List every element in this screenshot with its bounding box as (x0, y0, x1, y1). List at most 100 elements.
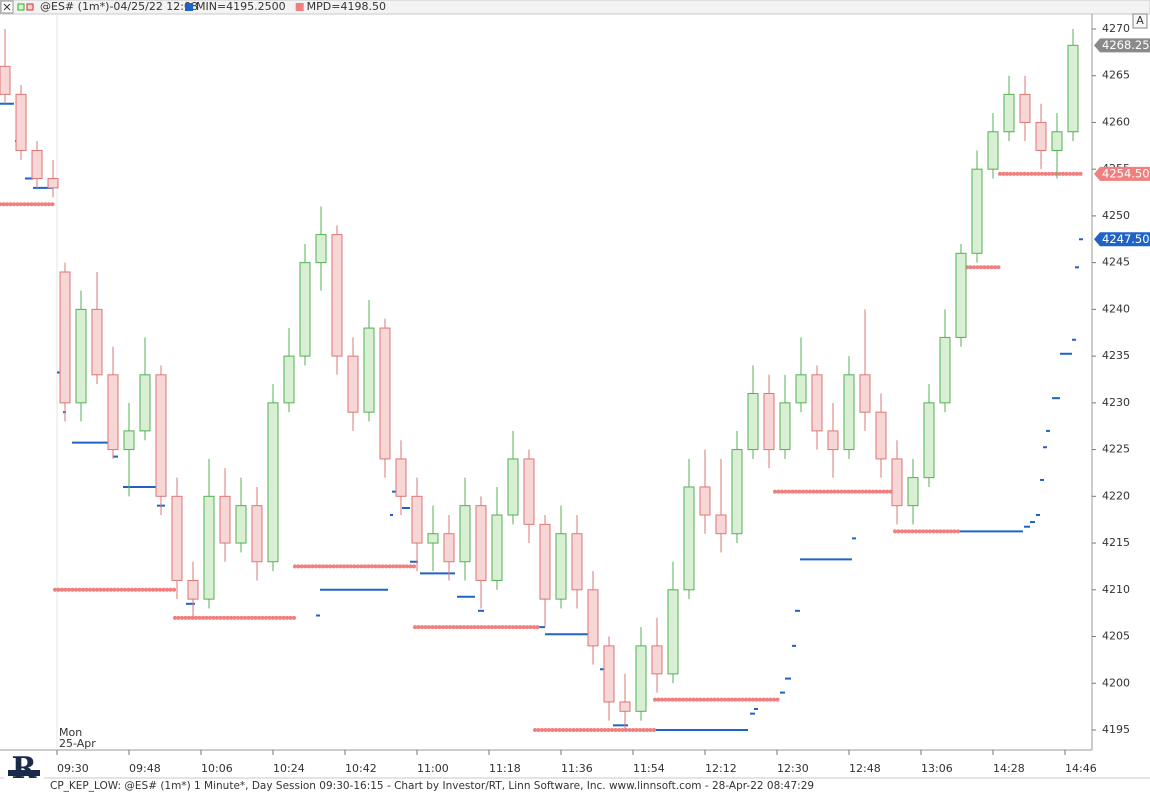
candle-body (347, 355, 359, 413)
header: @ES# (1m*)-04/25/22 12:08 (0, 0, 1150, 15)
candle-body (891, 458, 903, 507)
candle-body (0, 65, 11, 95)
autoscale-label: A (1136, 14, 1144, 27)
session-label: 25-Apr (59, 737, 96, 750)
x-tick-label: 09:48 (129, 762, 161, 775)
y-tick-label: 4245 (1102, 256, 1130, 269)
candle-body (363, 327, 375, 413)
candle-body (75, 308, 87, 404)
y-tick-label: 4260 (1102, 115, 1130, 128)
candle-body (219, 495, 231, 544)
candle-body (571, 533, 583, 591)
candle-body (587, 589, 599, 647)
candle-body (283, 355, 295, 404)
candle-body (923, 402, 935, 479)
candle-body (939, 336, 951, 404)
down-icon (26, 3, 34, 11)
up-icon (17, 3, 25, 11)
candle-body (1003, 93, 1015, 133)
candle-body (683, 486, 695, 591)
y-tick-label: 4200 (1102, 676, 1130, 689)
candle-body (859, 374, 871, 413)
candle-body (667, 589, 679, 675)
y-tick-label: 4205 (1102, 630, 1130, 643)
candle-body (15, 93, 27, 151)
candle-body (747, 392, 759, 451)
y-tick-label: 4220 (1102, 489, 1130, 502)
price-tag-label: 4254.50 (1102, 166, 1150, 180)
candle-body (827, 430, 839, 451)
candle-body (235, 505, 247, 544)
candle-body (379, 327, 391, 460)
candle-body (619, 701, 631, 712)
legend-label: MIN=4195.2500 (196, 0, 286, 13)
candle-body (539, 523, 551, 600)
x-tick-label: 12:30 (777, 762, 809, 775)
candle-body (139, 374, 151, 432)
y-tick-label: 4195 (1102, 723, 1130, 736)
candle-body (395, 458, 407, 497)
candle-body (955, 252, 967, 338)
candles (0, 28, 1079, 730)
x-tick-label: 11:00 (417, 762, 449, 775)
candle-body (267, 402, 279, 563)
legend-swatch (185, 3, 193, 11)
candle-body (715, 514, 727, 535)
candle-body (107, 374, 119, 451)
candle-body (603, 645, 615, 703)
candle-body (331, 234, 343, 357)
candle-body (411, 495, 423, 544)
y-tick-label: 4210 (1102, 583, 1130, 596)
logo: R (4, 751, 44, 792)
logo-stripe (8, 770, 40, 776)
x-tick-label: 12:48 (849, 762, 881, 775)
candle-body (811, 374, 823, 432)
x-tick-label: 11:36 (561, 762, 593, 775)
candle-body (1051, 131, 1063, 151)
candle-body (251, 505, 263, 563)
candle-body (59, 271, 71, 404)
candle-body (763, 392, 775, 451)
candle-body (427, 533, 439, 544)
candle-body (971, 168, 983, 254)
price-tag (1094, 166, 1150, 181)
candle-body (779, 402, 791, 451)
x-tick-label: 14:46 (1065, 762, 1097, 775)
candle-body (31, 149, 43, 180)
y-tick-label: 4240 (1102, 302, 1130, 315)
x-tick-label: 11:18 (489, 762, 521, 775)
candle-body (459, 505, 471, 563)
y-tick-label: 4250 (1102, 209, 1130, 222)
candle-body (1035, 121, 1047, 151)
candle-body (171, 495, 183, 581)
candle-body (875, 411, 887, 460)
candle-body (47, 178, 59, 189)
candle-body (987, 131, 999, 170)
candle-body (155, 374, 167, 497)
x-tick-label: 14:28 (993, 762, 1025, 775)
candle-body (91, 308, 103, 376)
legend-label: MPD=4198.50 (307, 0, 386, 13)
candle-body (315, 234, 327, 264)
candle-body (699, 486, 711, 516)
autoscale-button[interactable] (1132, 13, 1148, 29)
candle-body (443, 533, 455, 563)
candle-body (1019, 93, 1031, 123)
y-tick-label: 4265 (1102, 69, 1130, 82)
x-tick-label: 10:06 (201, 762, 233, 775)
candle-body (523, 458, 535, 525)
logo-r: R (12, 751, 38, 786)
candle-body (507, 458, 519, 516)
legend-swatch (295, 3, 304, 11)
candle-body (651, 645, 663, 675)
price-tag-label: 4247.50 (1102, 232, 1150, 246)
candle-body (475, 505, 487, 581)
chart-title: @ES# (1m*)-04/25/22 12:08 (40, 0, 198, 13)
candle-body (555, 533, 567, 600)
candle-body (907, 477, 919, 507)
x-tick-label: 10:24 (273, 762, 305, 775)
candle-body (1067, 44, 1079, 133)
candle-body (795, 374, 807, 404)
